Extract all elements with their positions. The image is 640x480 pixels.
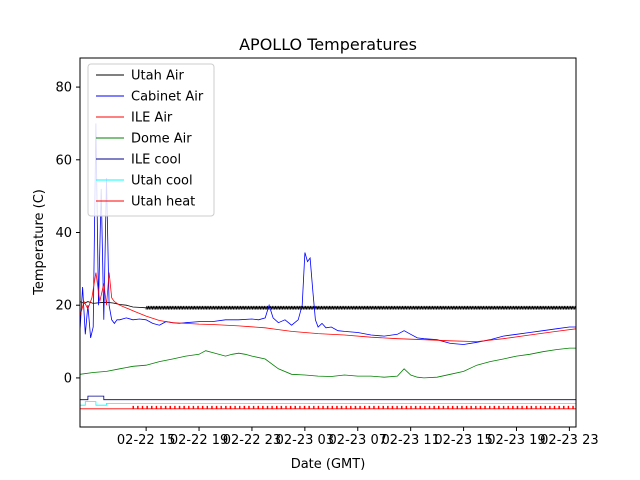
y-tick-label: 20 bbox=[55, 299, 72, 314]
x-tick-label: 02-22 15 bbox=[117, 433, 175, 448]
x-tick-label: 02-23 11 bbox=[381, 433, 439, 448]
y-axis-label: Temperature (C) bbox=[32, 189, 47, 296]
x-tick-label: 02-22 19 bbox=[170, 433, 228, 448]
series-line-cabinet-air bbox=[80, 123, 576, 345]
series-line-utah-cool bbox=[80, 401, 576, 406]
legend-box bbox=[87, 63, 215, 217]
series-line-utah-air bbox=[80, 301, 576, 310]
plot-frame bbox=[79, 57, 577, 428]
chart-title: APOLLO Temperatures bbox=[239, 35, 417, 54]
legend-label-utah-heat: Utah heat bbox=[131, 195, 195, 210]
x-tick-label: 02-23 19 bbox=[487, 433, 545, 448]
legend-label-dome-air: Dome Air bbox=[131, 132, 192, 147]
legend-label-ile-cool: ILE cool bbox=[131, 153, 181, 168]
series-line-ile-air bbox=[80, 272, 576, 343]
plot-area bbox=[80, 123, 576, 410]
legend-label-cabinet-air: Cabinet Air bbox=[131, 90, 204, 105]
legend-label-utah-cool: Utah cool bbox=[131, 174, 193, 189]
x-tick-label: 02-23 23 bbox=[540, 433, 598, 448]
series-line-utah-heat bbox=[80, 405, 576, 410]
y-tick-label: 0 bbox=[64, 371, 72, 386]
y-tick-label: 40 bbox=[55, 226, 72, 241]
x-tick-label: 02-23 03 bbox=[276, 433, 334, 448]
series-line-ile-cool bbox=[80, 395, 576, 401]
x-tick-label: 02-23 07 bbox=[329, 433, 387, 448]
x-axis-label: Date (GMT) bbox=[291, 457, 366, 472]
series-line-dome-air bbox=[80, 347, 576, 379]
y-tick-label: 60 bbox=[55, 153, 72, 168]
x-tick-label: 02-23 15 bbox=[434, 433, 492, 448]
legend: Utah Air Cabinet Air ILE Air Dome Air ILE co… bbox=[87, 63, 215, 217]
x-tick-label: 02-22 23 bbox=[223, 433, 281, 448]
legend-label-ile-air: ILE Air bbox=[131, 111, 173, 126]
legend-label-utah-air: Utah Air bbox=[131, 69, 184, 84]
y-tick-label: 80 bbox=[55, 81, 72, 96]
